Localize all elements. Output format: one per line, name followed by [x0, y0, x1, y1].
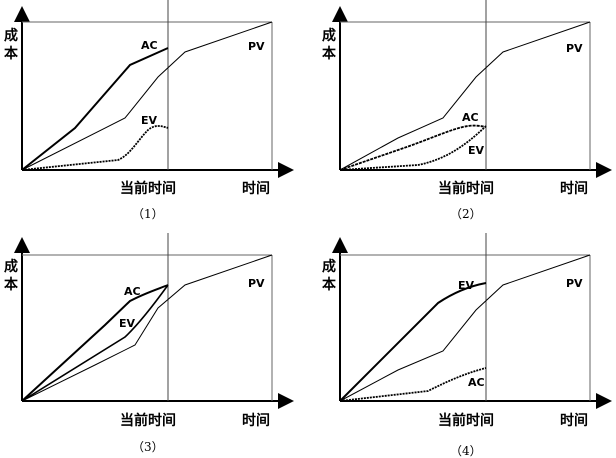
y-axis-label-bottom: 本 [4, 45, 19, 62]
panel-caption: （2） [450, 207, 482, 221]
ev-label: EV [468, 144, 485, 157]
ev-label: EV [458, 279, 475, 292]
ac-curve [21, 47, 169, 171]
ac-label: AC [462, 111, 479, 124]
ev-curve [339, 125, 487, 171]
current-time-label: 当前时间 [438, 412, 494, 429]
ev-label: EV [141, 114, 158, 127]
ev-curve [21, 125, 169, 171]
pv-label: PV [566, 277, 583, 290]
panel-3: 成 本 当前时间 时间 AC EV PV （3） [4, 233, 294, 454]
pv-label: PV [248, 40, 265, 53]
ev-label: EV [119, 317, 136, 330]
pv-label: PV [248, 277, 265, 290]
time-label: 时间 [560, 412, 588, 429]
ac-label: AC [124, 285, 141, 298]
ac-curve [339, 124, 487, 171]
ac-label: AC [468, 376, 485, 389]
panel-caption: （3） [132, 440, 164, 454]
current-time-label: 当前时间 [438, 180, 494, 197]
panel-caption: （4） [450, 444, 482, 458]
ev-curve [21, 284, 169, 402]
y-axis-label-top: 成 [4, 27, 18, 44]
current-time-label: 当前时间 [120, 412, 176, 429]
pv-curve [339, 254, 591, 402]
y-axis-label-top: 成 [322, 27, 336, 44]
y-axis-label-top: 成 [4, 258, 18, 275]
ac-curve [21, 284, 169, 402]
panel-2: 成 本 当前时间 时间 AC EV PV （2） [322, 0, 612, 221]
pv-label: PV [566, 42, 583, 55]
time-label: 时间 [242, 180, 270, 197]
time-label: 时间 [560, 180, 588, 197]
y-axis-label-bottom: 本 [4, 276, 19, 293]
time-label: 时间 [242, 412, 270, 429]
ac-curve [339, 367, 487, 402]
ac-label: AC [141, 39, 158, 52]
panel-1: 成 本 当前时间 时间 AC EV PV （1） [4, 0, 294, 221]
ev-curve [339, 282, 487, 402]
y-axis-label-top: 成 [322, 258, 336, 275]
current-time-label: 当前时间 [120, 180, 176, 197]
panel-4: 成 本 当前时间 时间 EV AC PV （4） [322, 233, 612, 458]
panel-caption: （1） [132, 207, 164, 221]
y-axis-label-bottom: 本 [322, 45, 337, 62]
pv-curve [21, 21, 273, 171]
pv-curve [21, 254, 273, 402]
pv-curve [339, 21, 591, 171]
y-axis-label-bottom: 本 [322, 276, 337, 293]
